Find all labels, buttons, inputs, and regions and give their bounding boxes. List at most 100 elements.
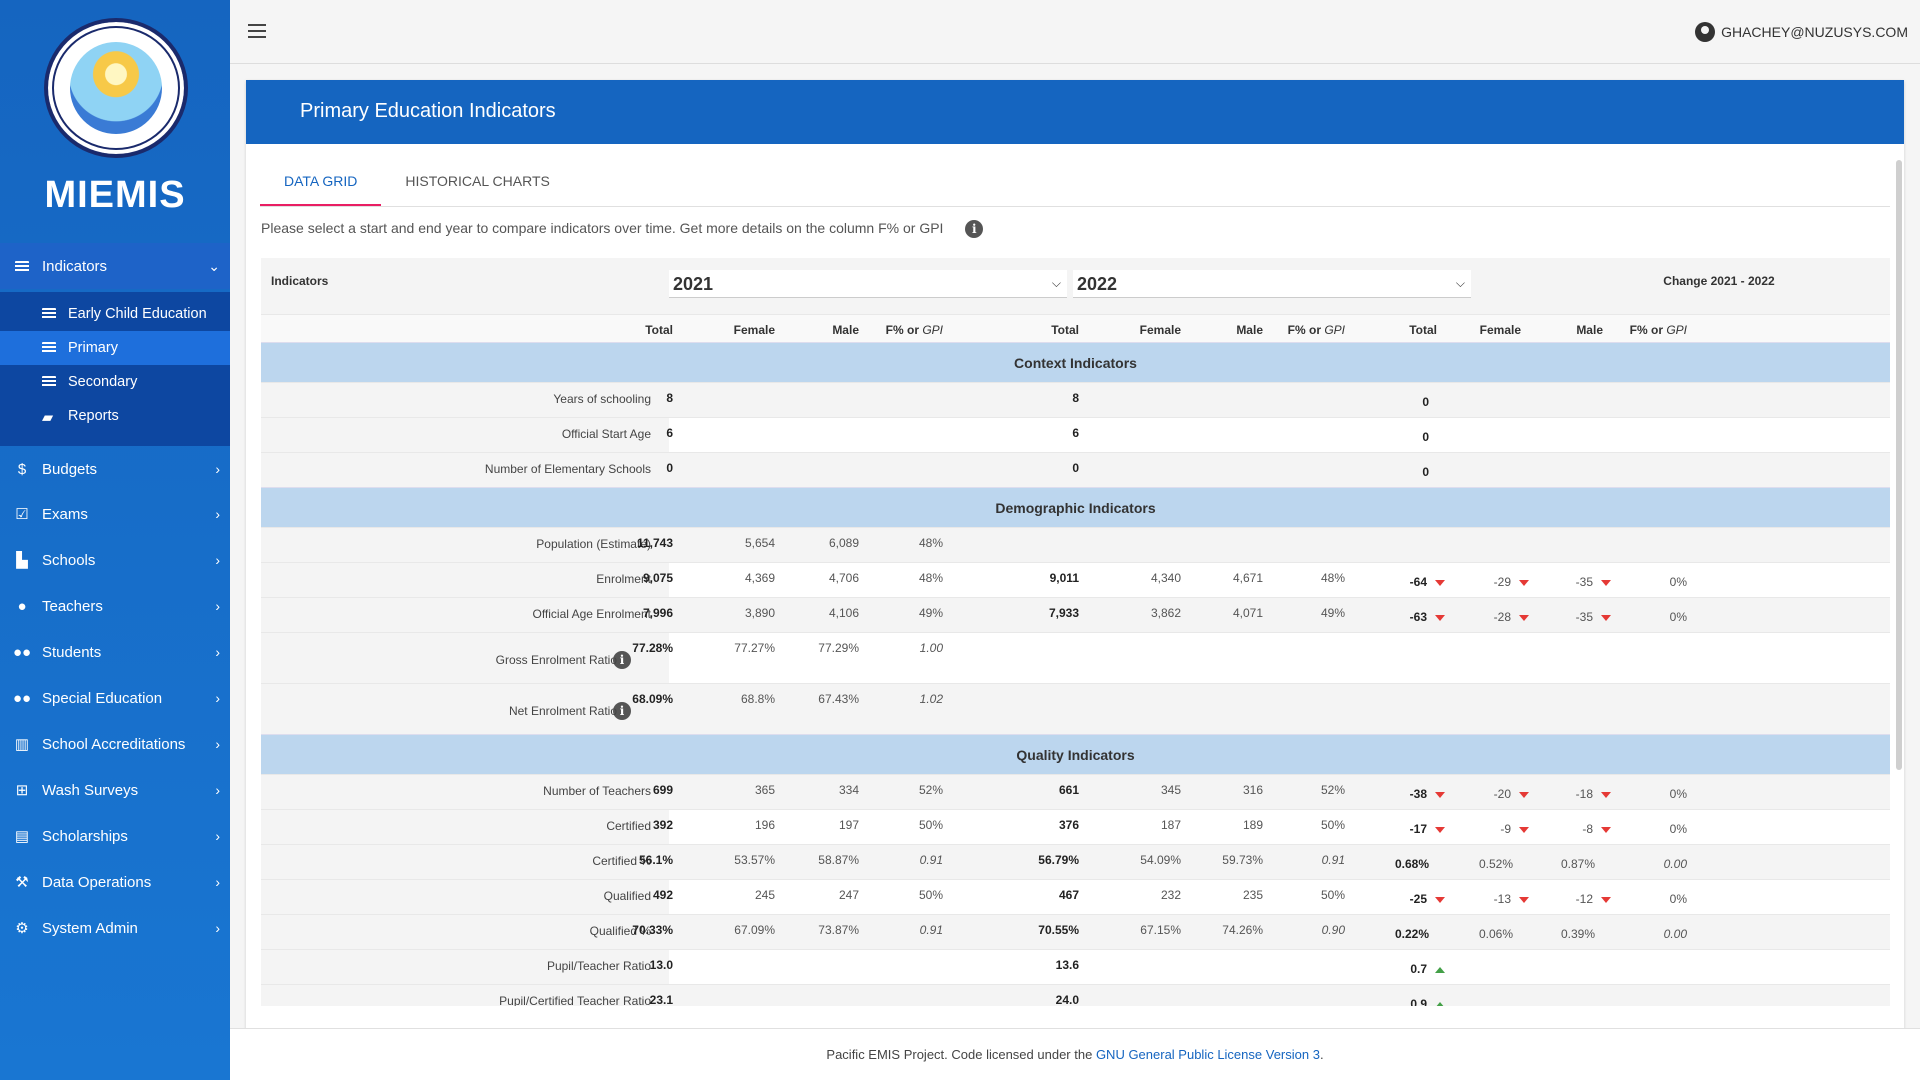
table-cell: 68.8% [740, 692, 775, 706]
info-text: Please select a start and end year to co… [261, 220, 944, 236]
sidebar-item-teachers[interactable]: ● Teachers › [0, 583, 230, 629]
sidebar-item-wash-surveys[interactable]: ⊞ Wash Surveys › [0, 767, 230, 813]
table-cell: 67.15% [1140, 923, 1181, 937]
table-row: Official Start Age 6 6 0 [261, 417, 1890, 452]
table-cell: 7,933 [1048, 606, 1079, 620]
table-cell: 467 [1058, 888, 1079, 902]
sidebar-subitem-secondary[interactable]: Secondary [0, 365, 230, 399]
table-cell: 661 [1058, 783, 1079, 797]
indicators-header: Indicators [271, 274, 329, 288]
table-row: i Net Enrolment Ratio 68.09% 68.8% 67.43% 1.0… [261, 683, 1890, 734]
start-year-select[interactable]: 2021 ⌵ [669, 270, 1067, 298]
menu-icon[interactable] [248, 24, 266, 38]
table-cell: 0.00 [1663, 927, 1687, 941]
table-cell: 4,369 [744, 571, 775, 585]
sidebar-subitem-label: Secondary [68, 374, 138, 390]
sidebar-item-label: Special Education [42, 689, 163, 707]
sidebar-item-school-accreditations[interactable]: ▥ School Accreditations › [0, 721, 230, 767]
table-row: Qualified 492 245 247 50% 467 232 235 50% -25 -13-… [261, 879, 1890, 914]
table-row: i Gross Enrolment Ratio 77.28% 77.27% 77.29%… [261, 632, 1890, 683]
table-icon [42, 376, 56, 388]
row-label: Certified [606, 819, 651, 833]
end-year-value: 2022 [1077, 274, 1118, 294]
sidebar-item-label: Exams [42, 505, 88, 523]
table-cell: -9 [1429, 822, 1529, 836]
sidebar-item-exams[interactable]: ☑ Exams › [0, 491, 230, 537]
table-cell: 0 [1422, 430, 1429, 444]
decrease-arrow-icon [1601, 579, 1611, 586]
table-cell: -17 [1345, 822, 1445, 836]
table-cell: 23.1 [649, 993, 673, 1006]
end-year-select[interactable]: 2022 ⌵ [1073, 270, 1471, 298]
sidebar-subitem-label: Early Child Education [68, 306, 207, 322]
sidebar-item-label: School Accreditations [42, 735, 186, 753]
column-headers: Total Female Male F% or GPI Total Female Male F… [261, 314, 1890, 342]
row-label: Official Age Enrolment [532, 607, 651, 621]
table-row: Enrolment 9,075 4,369 4,706 48% 9,011 4,340 4,6… [261, 562, 1890, 597]
table-cell: 334 [838, 783, 859, 797]
sidebar-item-students[interactable]: ●● Students › [0, 629, 230, 675]
table-cell: 196 [754, 818, 775, 832]
table-cell: 699 [652, 783, 673, 797]
sidebar-item-label: Wash Surveys [42, 781, 139, 799]
row-label: Gross Enrolment Ratio [495, 653, 617, 667]
row-label: Net Enrolment Ratio [508, 704, 617, 718]
decrease-arrow-icon [1519, 826, 1529, 833]
row-label: Qualified % [589, 924, 651, 938]
table-cell: 59.73% [1222, 853, 1263, 867]
table-cell: 0.39% [1560, 927, 1595, 941]
tab-historical-charts[interactable]: HISTORICAL CHARTS [405, 173, 550, 189]
sidebar-item-scholarships[interactable]: ▤ Scholarships › [0, 813, 230, 859]
sidebar-item-indicators[interactable]: Indicators ⌄ [0, 243, 230, 289]
app-name: MIEMIS [44, 174, 186, 216]
chevron-right-icon: › [215, 506, 220, 522]
table-cell: 0.91 [919, 923, 943, 937]
decrease-arrow-icon [1519, 614, 1529, 621]
table-cell: 247 [838, 888, 859, 902]
user-menu[interactable]: GHACHEY@NUZUSYS.COM [1695, 22, 1908, 42]
table-row: Qualified % 70.33% 67.09% 73.87% 0.91 70.55% 6… [261, 914, 1890, 949]
table-row: Years of schooling 8 8 0 [261, 382, 1890, 417]
row-label: Official Start Age [561, 427, 651, 441]
sidebar-item-label: Budgets [42, 460, 98, 478]
chevron-down-icon: ⌵ [1455, 276, 1465, 290]
license-link[interactable]: GNU General Public License Version 3 [1095, 1047, 1320, 1062]
scrollbar[interactable] [1896, 160, 1902, 770]
table-cell: 50% [1320, 888, 1345, 902]
table-cell: 58.87% [818, 853, 859, 867]
table-cell: 53.57% [734, 853, 775, 867]
table-cell: 0.87% [1560, 857, 1595, 871]
footer: Pacific EMIS Project. Code licensed unde… [230, 1028, 1920, 1080]
column-header: Female [1139, 323, 1181, 337]
table-cell: 7,996 [642, 606, 673, 620]
sidebar-item-system-admin[interactable]: ⚙ System Admin › [0, 905, 230, 951]
info-icon[interactable]: i [965, 220, 984, 238]
row-label: Pupil/Certified Teacher Ratio [499, 994, 651, 1006]
sidebar-item-label: Scholarships [42, 827, 128, 845]
table-row: Official Age Enrolment 7,996 3,890 4,106 49%… [261, 597, 1890, 632]
folder-icon: ▰ [42, 410, 54, 426]
sidebar-subitem-early-child[interactable]: Early Child Education [0, 297, 230, 331]
chevron-down-icon: ⌵ [1051, 276, 1061, 290]
info-icon[interactable]: i [613, 651, 631, 669]
sidebar-subitem-reports[interactable]: ▰ Reports [0, 399, 230, 433]
column-header: Female [1479, 323, 1521, 337]
sidebar-subitem-primary[interactable]: Primary [0, 331, 230, 365]
tab-data-grid[interactable]: DATA GRID [260, 172, 382, 206]
sidebar-item-special-education[interactable]: ●● Special Education › [0, 675, 230, 721]
info-icon[interactable]: i [613, 702, 631, 720]
sidebar-item-data-operations[interactable]: ⚒ Data Operations › [0, 859, 230, 905]
sidebar-item-budgets[interactable]: $ Budgets › [0, 446, 230, 492]
logo-area: MIEMIS [0, 0, 230, 216]
sidebar-item-schools[interactable]: ▙ Schools › [0, 537, 230, 583]
table-cell: -8 [1511, 822, 1611, 836]
column-header: Male [1236, 323, 1263, 337]
table-cell: 232 [1160, 888, 1181, 902]
sidebar-subitem-label: Reports [68, 408, 119, 424]
table-cell: 6 [666, 426, 673, 440]
decrease-arrow-icon [1435, 614, 1445, 621]
card-icon: ▤ [14, 828, 30, 845]
table-cell: 365 [754, 783, 775, 797]
table-cell: 48% [1320, 571, 1345, 585]
start-year-value: 2021 [673, 274, 714, 294]
